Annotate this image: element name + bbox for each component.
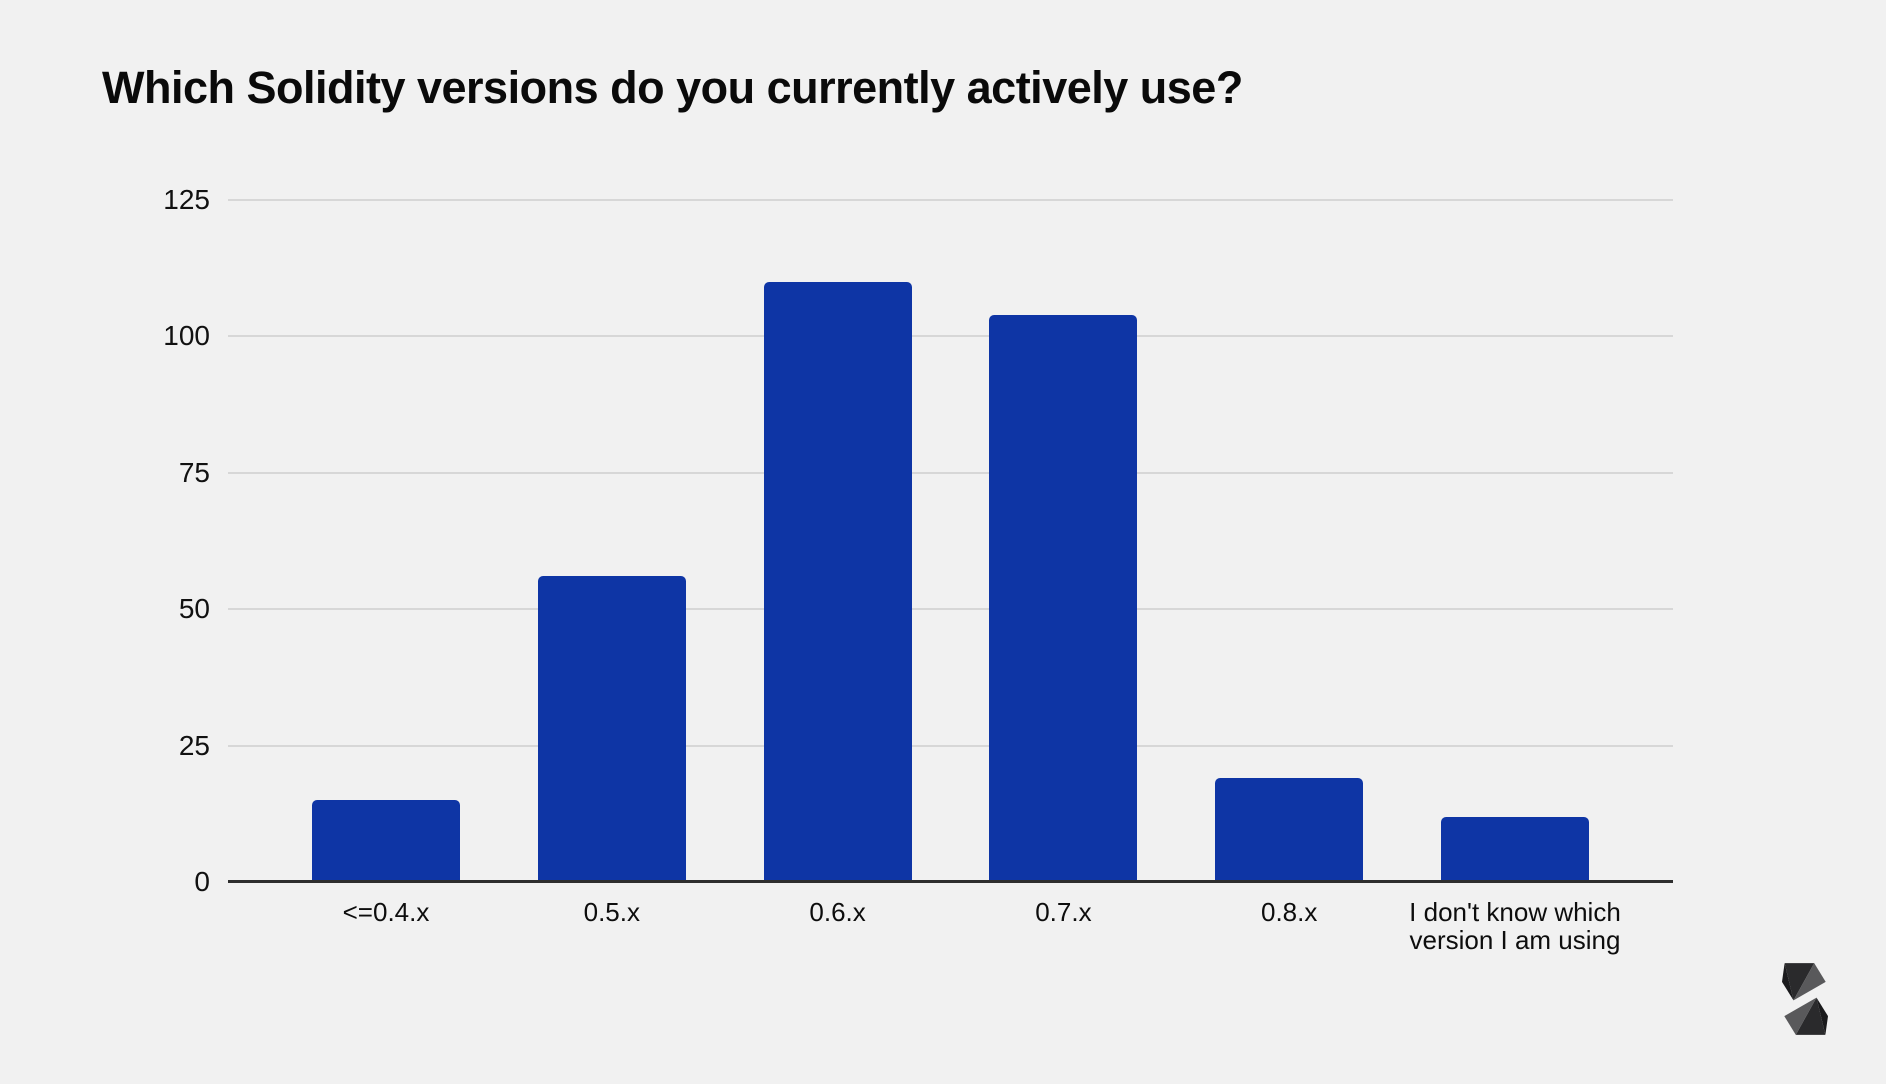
x-label-slot: I don't know which version I am using — [1409, 898, 1621, 988]
x-axis-labels: <=0.4.x 0.5.x 0.6.x 0.7.x 0.8.x I don't know … — [228, 898, 1673, 988]
bar-0.8.x — [1215, 778, 1364, 882]
chart-title: Which Solidity versions do you currently… — [102, 62, 1243, 113]
x-label-slot: 0.6.x — [764, 898, 912, 988]
bar-<=0.4.x — [312, 800, 460, 882]
y-tick-label: 125 — [163, 184, 210, 215]
solidity-logo — [1782, 963, 1828, 1035]
x-tick-label: <=0.4.x — [342, 897, 430, 927]
gridline-125 — [228, 199, 1673, 201]
y-tick-label: 100 — [163, 320, 210, 352]
bar-slot — [763, 200, 912, 882]
bars-row — [228, 200, 1673, 882]
x-label-slot: 0.7.x — [989, 898, 1137, 988]
bar-0.6.x — [763, 281, 912, 882]
bar-0.5.x — [537, 576, 686, 882]
x-tick-label: 0.5.x — [583, 897, 640, 927]
bar-slot — [989, 200, 1138, 882]
gridline-25 — [228, 744, 1673, 747]
x-tick-label: I don't know which version I am using — [1409, 897, 1621, 955]
x-axis-line — [228, 880, 1673, 883]
y-tick-label: 50 — [178, 593, 210, 625]
x-tick-label: 0.8.x — [1261, 897, 1318, 927]
bar-slot — [537, 200, 686, 882]
x-label-slot: 0.5.x — [538, 898, 686, 988]
y-tick-label: 75 — [178, 456, 210, 488]
gridline-100 — [228, 335, 1673, 338]
x-label-slot: <=0.4.x — [312, 898, 460, 988]
gridline-75 — [228, 471, 1673, 474]
bar-slot — [1215, 200, 1364, 882]
x-label-slot: 0.8.x — [1215, 898, 1363, 988]
y-tick-label: 25 — [178, 729, 210, 761]
x-tick-label: 0.7.x — [1035, 897, 1092, 927]
bar-slot — [312, 200, 460, 882]
bar-slot — [1440, 200, 1589, 882]
bar-I don't know which version I am using — [1440, 816, 1589, 882]
gridline-50 — [228, 608, 1673, 611]
x-tick-label: 0.6.x — [809, 897, 866, 927]
y-tick-label: 0 — [194, 866, 210, 897]
bar-0.7.x — [989, 314, 1138, 882]
bar-chart-plot-area: 0 25 50 75 100 125 <=0.4.x 0.5.x 0.6.x 0.7.x 0.8.… — [163, 185, 1673, 954]
